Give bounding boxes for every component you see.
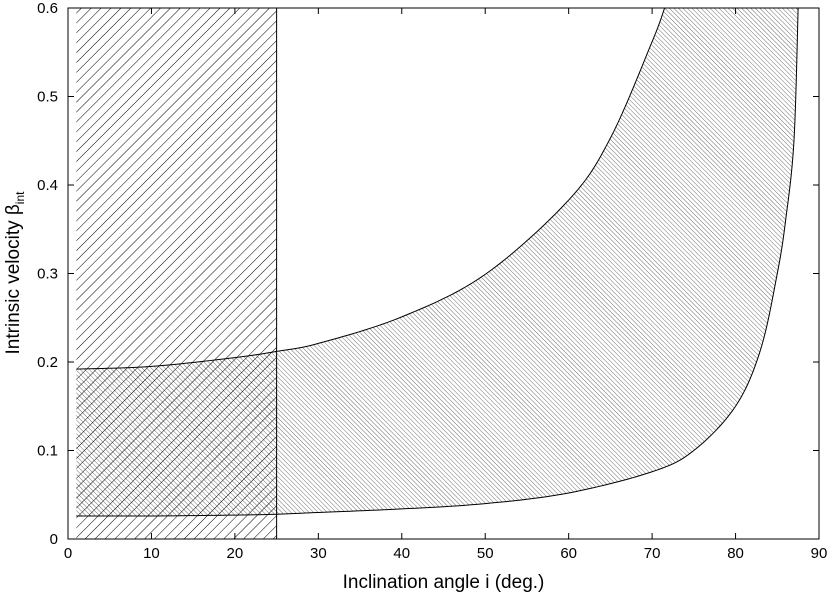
x-tick-label: 0: [64, 545, 72, 562]
y-tick-label: 0: [50, 531, 58, 548]
lower-boundary-curve: [76, 8, 799, 517]
y-axis-title-main: Intrinsic velocity β: [3, 204, 24, 354]
y-tick-label: 0.4: [37, 177, 58, 194]
x-tick-label: 40: [393, 545, 410, 562]
x-axis-ticks: 0 10 20 30 40 50 60 70 80 90: [64, 8, 828, 562]
x-axis-title: Inclination angle i (deg.): [343, 572, 545, 593]
y-tick-label: 0.3: [37, 266, 58, 283]
vertical-band-fill: [76, 8, 277, 539]
plot-frame: [67, 7, 820, 540]
x-tick-label: 10: [143, 545, 160, 562]
x-tick-label: 30: [310, 545, 327, 562]
hatched-regions: [76, 8, 799, 539]
x-tick-label: 70: [644, 545, 661, 562]
x-tick-label: 50: [477, 545, 494, 562]
x-tick-label: 80: [727, 545, 744, 562]
x-tick-label: 20: [227, 545, 244, 562]
y-axis-title-subscript: int: [13, 191, 27, 204]
upper-boundary-curve: [76, 8, 666, 370]
y-axis-ticks: 0 0.1 0.2 0.3 0.4 0.5 0.6: [37, 0, 819, 548]
x-tick-label: 90: [811, 545, 828, 562]
y-tick-label: 0.2: [37, 354, 58, 371]
y-tick-label: 0.5: [37, 89, 58, 106]
y-axis-title: Intrinsic velocity βint: [3, 191, 27, 355]
y-tick-label: 0.6: [37, 0, 58, 17]
x-tick-label: 60: [560, 545, 577, 562]
y-tick-label: 0.1: [37, 443, 58, 460]
